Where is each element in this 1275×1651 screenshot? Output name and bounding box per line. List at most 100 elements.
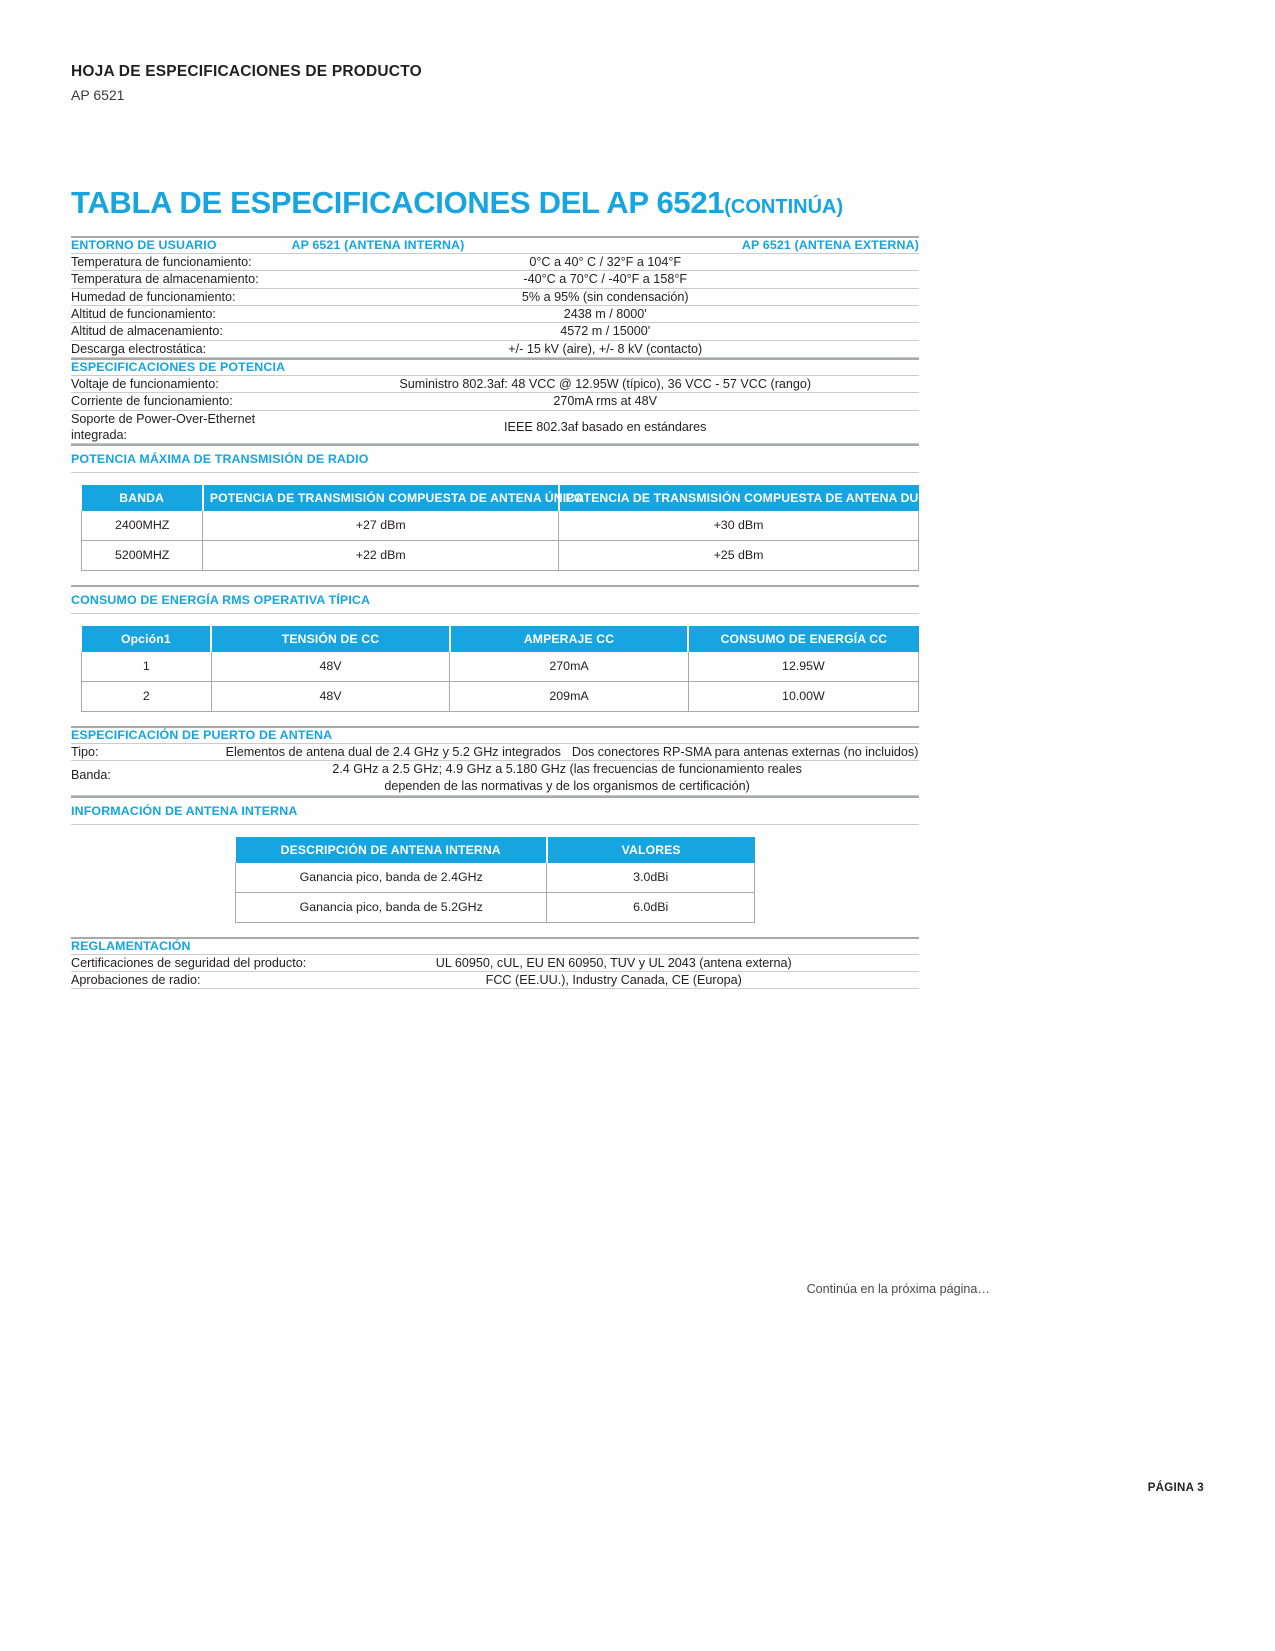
cell-option: 2: [81, 681, 212, 712]
column-header-external-antenna: AP 6521 (ANTENA EXTERNA): [698, 236, 919, 254]
row-label: Tipo:: [71, 743, 216, 761]
table-power-specifications: ESPECIFICACIONES DE POTENCIA Voltaje de …: [71, 358, 919, 445]
table-user-environment: ENTORNO DE USUARIO AP 6521 (ANTENA INTER…: [71, 236, 919, 359]
table-row-header: REGLAMENTACIÓN: [71, 936, 919, 955]
row-value-internal: Elementos de antena dual de 2.4 GHz y 5.…: [215, 743, 572, 761]
column-header-dual-antenna-power: POTENCIA DE TRANSMISIÓN COMPUESTA DE ANT…: [558, 485, 935, 512]
band-value-line-1: 2.4 GHz a 2.5 GHz; 4.9 GHz a 5.180 GHz (…: [332, 761, 802, 776]
cell-dual-antenna-power: +25 dBm: [558, 540, 919, 572]
spacer: [71, 571, 919, 585]
row-value: 4572 m / 15000': [291, 322, 919, 341]
table-internal-antenna: DESCRIPCIÓN DE ANTENA INTERNA VALORES Ga…: [234, 836, 755, 923]
table-row: Tipo: Elementos de antena dual de 2.4 GH…: [71, 743, 919, 761]
table-row: Banda: 2.4 GHz a 2.5 GHz; 4.9 GHz a 5.18…: [71, 760, 919, 796]
table-row: Altitud de almacenamiento: 4572 m / 1500…: [71, 322, 919, 341]
section-heading-user-environment: ENTORNO DE USUARIO: [71, 236, 292, 254]
row-value: 5% a 95% (sin condensación): [291, 288, 919, 307]
band-value-line-2: dependen de las normativas y de los orga…: [384, 778, 750, 793]
row-label: Aprobaciones de radio:: [71, 971, 309, 990]
cell-antenna-value: 3.0dBi: [546, 862, 755, 893]
row-value-band: 2.4 GHz a 2.5 GHz; 4.9 GHz a 5.180 GHz (…: [215, 760, 919, 796]
row-value: IEEE 802.3af basado en estándares: [291, 410, 919, 445]
row-value-external: Dos conectores RP-SMA para antenas exter…: [571, 743, 919, 761]
section-heading-antenna-port: ESPECIFICACIÓN DE PUERTO DE ANTENA: [71, 725, 919, 744]
table-row: 2 48V 209mA 10.00W: [81, 681, 920, 712]
column-header-internal-antenna: AP 6521 (ANTENA INTERNA): [291, 236, 699, 254]
cell-dc-power: 10.00W: [687, 681, 920, 712]
table-row-header: ESPECIFICACIÓN DE PUERTO DE ANTENA: [71, 725, 919, 744]
row-value: -40°C a 70°C / -40°F a 158°F: [291, 270, 919, 289]
table-row: Descarga electrostática: +/- 15 kV (aire…: [71, 340, 919, 359]
table-row: Temperatura de almacenamiento: -40°C a 7…: [71, 270, 919, 289]
main-content: TABLA DE ESPECIFICACIONES DEL AP 6521(CO…: [71, 185, 990, 1296]
document-header: HOJA DE ESPECIFICACIONES DE PRODUCTO AP …: [71, 62, 422, 105]
internal-antenna-table-wrap: DESCRIPCIÓN DE ANTENA INTERNA VALORES Ga…: [71, 825, 919, 923]
cell-dc-amperage: 270mA: [449, 652, 689, 682]
page-number: PÁGINA 3: [1147, 1482, 1204, 1494]
row-label: Banda:: [71, 760, 216, 796]
page-title: TABLA DE ESPECIFICACIONES DEL AP 6521(CO…: [71, 185, 919, 220]
cell-antenna-description: Ganancia pico, banda de 2.4GHz: [234, 862, 548, 893]
table-row: Aprobaciones de radio: FCC (EE.UU.), Ind…: [71, 971, 919, 990]
cell-dual-antenna-power: +30 dBm: [558, 511, 919, 542]
cell-antenna-value: 6.0dBi: [546, 892, 755, 923]
table-row: Ganancia pico, banda de 2.4GHz 3.0dBi: [234, 862, 755, 893]
column-header-dc-voltage: TENSIÓN DE CC: [211, 625, 451, 652]
table-row: Soporte de Power-Over-Ethernet integrada…: [71, 410, 919, 445]
document-model-label: AP 6521: [71, 86, 125, 103]
cell-dc-voltage: 48V: [210, 652, 451, 682]
table-antenna-port-specification: ESPECIFICACIÓN DE PUERTO DE ANTENA Tipo:…: [71, 725, 919, 796]
table-rms-power-consumption: Opción1 TENSIÓN DE CC AMPERAJE CC CONSUM…: [81, 625, 920, 712]
table-max-radio-transmission: BANDA POTENCIA DE TRANSMISIÓN COMPUESTA …: [80, 485, 935, 572]
row-label: Voltaje de funcionamiento:: [71, 375, 292, 394]
table-row: Altitud de funcionamiento: 2438 m / 8000…: [71, 305, 919, 324]
cell-single-antenna-power: +27 dBm: [202, 511, 560, 542]
row-label: Temperatura de almacenamiento:: [71, 270, 292, 289]
row-value: Suministro 802.3af: 48 VCC @ 12.95W (típ…: [291, 375, 919, 394]
row-value: +/- 15 kV (aire), +/- 8 kV (contacto): [291, 340, 919, 359]
column-header-band: BANDA: [81, 485, 204, 512]
section-heading-power-specifications: ESPECIFICACIONES DE POTENCIA: [71, 358, 919, 377]
row-label: Soporte de Power-Over-Ethernet integrada…: [71, 410, 292, 445]
section-heading-max-radio-tx: POTENCIA MÁXIMA DE TRANSMISIÓN DE RADIO: [71, 444, 919, 474]
row-label: Altitud de funcionamiento:: [71, 305, 292, 324]
table-row: Certificaciones de seguridad del product…: [71, 954, 919, 972]
row-label: Humedad de funcionamiento:: [71, 288, 292, 307]
table-row-header: ENTORNO DE USUARIO AP 6521 (ANTENA INTER…: [71, 236, 919, 254]
section-heading-internal-antenna: INFORMACIÓN DE ANTENA INTERNA: [71, 795, 919, 825]
table-regulatory: REGLAMENTACIÓN Certificaciones de seguri…: [71, 936, 919, 990]
cell-dc-voltage: 48V: [210, 681, 451, 712]
spacer: [71, 712, 919, 726]
page-title-continued: (CONTINÚA): [724, 196, 844, 218]
row-value: 2438 m / 8000': [291, 305, 919, 324]
cell-option: 1: [81, 652, 212, 682]
row-value: 270mA rms at 48V: [291, 392, 919, 411]
section-heading-rms-consumption: CONSUMO DE ENERGÍA RMS OPERATIVA TÍPICA: [71, 585, 919, 614]
table-row: 5200MHZ +22 dBm +25 dBm: [80, 540, 919, 572]
cell-band: 2400MHZ: [80, 511, 204, 542]
table-header-row: BANDA POTENCIA DE TRANSMISIÓN COMPUESTA …: [81, 485, 935, 512]
row-value: UL 60950, cUL, EU EN 60950, TUV y UL 204…: [308, 954, 919, 972]
spacer: [71, 923, 919, 937]
cell-dc-amperage: 209mA: [449, 681, 689, 712]
table-header-row: DESCRIPCIÓN DE ANTENA INTERNA VALORES: [235, 836, 755, 863]
column-header-dc-amperage: AMPERAJE CC: [449, 625, 690, 652]
table-row: Ganancia pico, banda de 5.2GHz 6.0dBi: [234, 892, 755, 923]
column-header-internal-antenna-description: DESCRIPCIÓN DE ANTENA INTERNA: [235, 836, 548, 863]
cell-band: 5200MHZ: [80, 540, 204, 572]
row-value: 0°C a 40° C / 32°F a 104°F: [291, 253, 919, 272]
cell-antenna-description: Ganancia pico, banda de 5.2GHz: [234, 892, 548, 923]
section-heading-regulatory: REGLAMENTACIÓN: [71, 936, 919, 955]
table-row: Voltaje de funcionamiento: Suministro 80…: [71, 375, 919, 394]
column-header-single-antenna-power: POTENCIA DE TRANSMISIÓN COMPUESTA DE ANT…: [202, 485, 584, 512]
cell-dc-power: 12.95W: [687, 652, 920, 682]
continues-note: Continúa en la próxima página…: [806, 1282, 990, 1296]
table-row: Humedad de funcionamiento: 5% a 95% (sin…: [71, 288, 919, 307]
row-value: FCC (EE.UU.), Industry Canada, CE (Europ…: [308, 971, 919, 990]
column-header-option: Opción1: [81, 625, 213, 652]
table-row: Temperatura de funcionamiento: 0°C a 40°…: [71, 253, 919, 272]
column-header-values: VALORES: [546, 836, 755, 863]
document-type-label: HOJA DE ESPECIFICACIONES DE PRODUCTO: [71, 63, 422, 80]
row-label: Altitud de almacenamiento:: [71, 322, 292, 341]
